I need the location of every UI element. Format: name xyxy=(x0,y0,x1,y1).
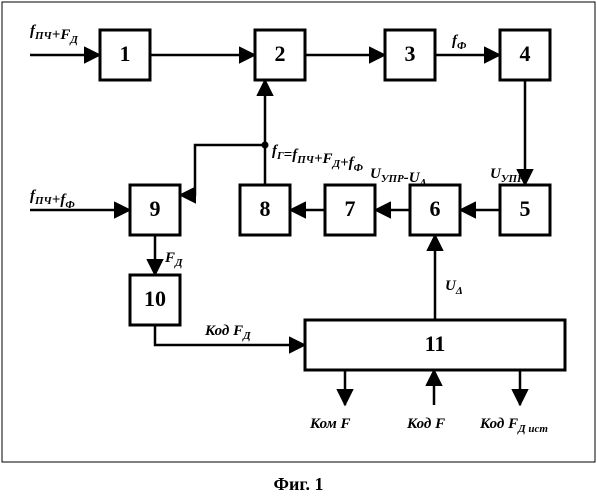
label-9: Ком F xyxy=(309,416,351,432)
label-11: Код FД ист xyxy=(479,416,548,435)
label-7: Код FД xyxy=(204,323,251,342)
block-label-n5: 5 xyxy=(520,196,531,221)
label-3: UУПР xyxy=(490,166,524,185)
label-10: Код F xyxy=(406,416,445,432)
block-label-n3: 3 xyxy=(405,41,416,66)
block-label-n1: 1 xyxy=(120,41,131,66)
block-label-n9: 9 xyxy=(150,196,161,221)
label-6: FД xyxy=(164,250,183,269)
block-label-n6: 6 xyxy=(430,196,441,221)
figure-caption: Фиг. 1 xyxy=(274,474,324,494)
label-2: fГ=fПЧ+FД+fФ xyxy=(272,143,364,174)
block-label-n4: 4 xyxy=(520,41,531,66)
label-8: UΔ xyxy=(445,278,463,297)
block-label-n7: 7 xyxy=(345,196,356,221)
junction-dot xyxy=(262,142,269,149)
block-label-n8: 8 xyxy=(260,196,271,221)
block-label-n10: 10 xyxy=(144,286,166,311)
label-0: fПЧ+FД xyxy=(30,23,78,46)
label-5: fПЧ+fФ xyxy=(30,188,75,211)
block-label-n2: 2 xyxy=(275,41,286,66)
label-1: fФ xyxy=(452,33,467,52)
block-label-n11: 11 xyxy=(425,331,446,356)
label-4: UУПР-UΔ xyxy=(370,166,427,189)
